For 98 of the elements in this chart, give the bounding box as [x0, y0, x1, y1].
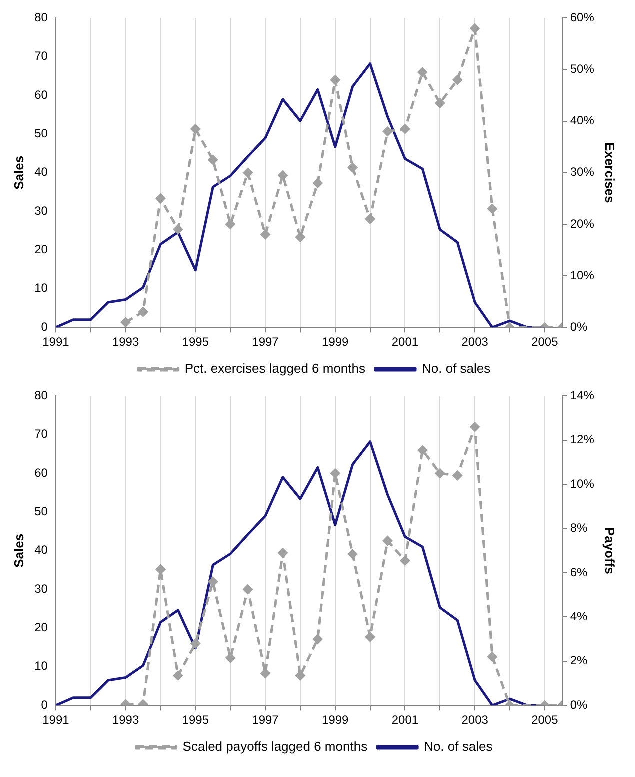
- y-tick-label: 40: [34, 165, 48, 180]
- x-tick-label: 1999: [322, 335, 350, 350]
- point: [278, 548, 288, 558]
- y-axis-title: Sales: [11, 156, 26, 190]
- y-tick-label: 30: [34, 582, 48, 596]
- x-tick-label: 1995: [182, 713, 210, 728]
- point: [488, 204, 498, 214]
- point: [156, 194, 166, 204]
- x-tick-label: 1999: [322, 713, 350, 728]
- y2-tick-label: 0%: [570, 698, 588, 712]
- y-tick-label: 0: [41, 698, 48, 712]
- point: [348, 162, 358, 172]
- point: [366, 632, 376, 642]
- y-tick-label: 10: [34, 659, 48, 674]
- point: [470, 422, 480, 432]
- y2-tick-label: 2%: [570, 654, 588, 668]
- y2-tick-label: 6%: [570, 565, 588, 580]
- point: [260, 668, 270, 678]
- y-tick-label: 20: [34, 242, 48, 257]
- point: [418, 68, 428, 78]
- point: [330, 75, 340, 85]
- point: [208, 577, 218, 587]
- y2-tick-label: 20%: [570, 216, 595, 231]
- legend-label: Scaled payoffs lagged 6 months: [182, 739, 368, 754]
- point: [435, 98, 445, 108]
- x-tick-label: 2005: [532, 335, 559, 350]
- y-tick-label: 80: [34, 388, 48, 403]
- point: [138, 307, 148, 317]
- y-tick-label: 40: [34, 543, 48, 558]
- y-tick-label: 60: [34, 88, 48, 102]
- point: [400, 556, 410, 566]
- x-tick-label: 2003: [462, 335, 489, 350]
- y2-tick-label: 50%: [570, 62, 595, 76]
- point: [190, 638, 200, 648]
- y-tick-label: 20: [34, 620, 48, 635]
- point: [348, 549, 358, 559]
- point: [366, 214, 376, 224]
- point: [260, 230, 270, 240]
- point: [156, 564, 166, 574]
- x-tick-label: 1993: [112, 713, 140, 728]
- y-tick-label: 70: [34, 49, 48, 64]
- point: [400, 124, 410, 134]
- y2-tick-label: 40%: [570, 114, 595, 128]
- point: [243, 584, 253, 594]
- x-tick-label: 2001: [392, 335, 419, 350]
- x-tick-label: 2001: [392, 713, 419, 728]
- point: [278, 170, 288, 180]
- x-tick-label: 1995: [182, 335, 210, 350]
- point: [296, 671, 306, 681]
- point: [190, 124, 200, 134]
- y-tick-label: 50: [34, 126, 48, 141]
- y2-tick-label: 0%: [570, 320, 588, 334]
- point: [173, 224, 183, 234]
- point: [418, 446, 428, 456]
- y-tick-label: 80: [34, 10, 48, 25]
- y2-tick-label: 30%: [570, 165, 595, 180]
- point: [296, 232, 306, 242]
- point: [121, 318, 131, 328]
- point: [243, 168, 253, 178]
- x-tick-label: 1991: [42, 335, 70, 350]
- point: [435, 468, 445, 478]
- y2-axis-title: Exercises: [602, 142, 618, 204]
- y-tick-label: 0: [41, 320, 48, 334]
- y2-axis-title: Payoffs: [602, 527, 618, 574]
- point: [383, 536, 392, 546]
- point: [488, 652, 498, 662]
- point: [313, 634, 323, 644]
- y-axis-title: Sales: [11, 534, 26, 568]
- point: [452, 75, 462, 85]
- point: [173, 671, 183, 681]
- x-tick-label: 2003: [462, 713, 489, 728]
- y2-tick-label: 8%: [570, 521, 588, 536]
- x-tick-label: 1993: [112, 335, 140, 350]
- y-tick-label: 30: [34, 204, 48, 218]
- y-tick-label: 70: [34, 427, 48, 442]
- y2-tick-label: 10%: [570, 268, 595, 282]
- legend-label: No. of sales: [424, 739, 494, 754]
- x-tick-label: 1997: [252, 335, 280, 350]
- legend-label: No. of sales: [422, 361, 492, 376]
- y2-tick-label: 60%: [570, 10, 595, 25]
- x-tick-label: 1997: [252, 713, 280, 728]
- point: [313, 178, 323, 188]
- point: [226, 220, 236, 230]
- y-tick-label: 10: [34, 281, 48, 296]
- point: [452, 471, 462, 481]
- point: [470, 24, 480, 34]
- y2-tick-label: 4%: [570, 610, 588, 624]
- x-tick-label: 2005: [532, 713, 559, 728]
- point: [330, 468, 340, 478]
- y2-tick-label: 12%: [570, 432, 595, 447]
- point: [383, 126, 392, 136]
- y2-tick-label: 10%: [570, 476, 595, 491]
- x-tick-label: 1991: [42, 713, 70, 728]
- legend-label: Pct. exercises lagged 6 months: [184, 361, 366, 376]
- point: [208, 155, 218, 165]
- y-tick-label: 60: [34, 466, 48, 480]
- y-tick-label: 50: [34, 504, 48, 519]
- y2-tick-label: 14%: [570, 388, 595, 403]
